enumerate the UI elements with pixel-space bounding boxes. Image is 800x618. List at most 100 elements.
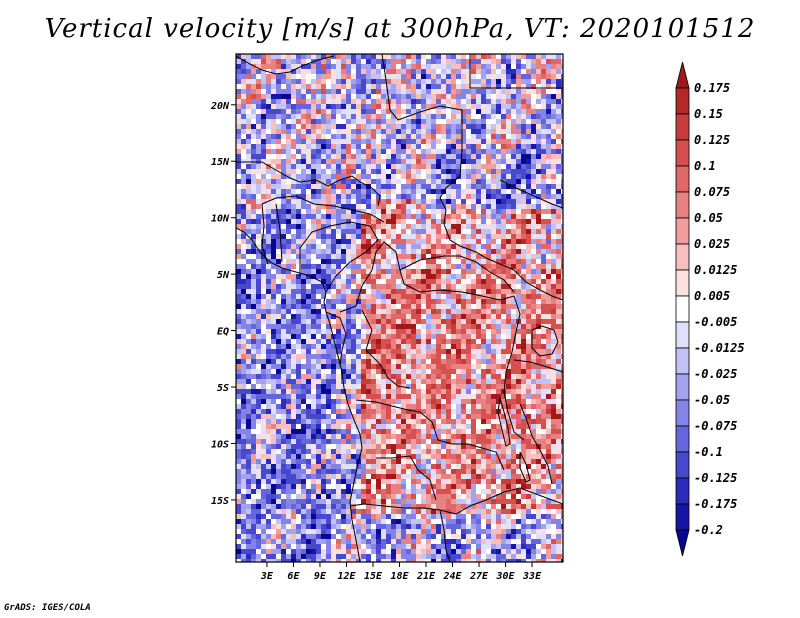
velocity-cell [316,139,321,144]
velocity-cell [416,329,421,334]
velocity-cell [441,84,446,89]
velocity-cell [296,389,301,394]
velocity-cell [336,379,341,384]
velocity-cell [506,259,511,264]
velocity-cell [356,304,361,309]
velocity-cell [261,129,266,134]
velocity-cell [501,389,506,394]
velocity-cell [301,94,306,99]
velocity-cell [416,119,421,124]
velocity-cell [386,159,391,164]
velocity-cell [561,119,563,124]
velocity-cell [271,59,276,64]
velocity-cell [496,244,501,249]
velocity-cell [346,244,351,249]
velocity-cell [381,334,386,339]
velocity-cell [431,419,436,424]
velocity-cell [471,269,476,274]
velocity-cell [316,244,321,249]
velocity-cell [381,179,386,184]
velocity-cell [471,194,476,199]
velocity-cell [326,324,331,329]
velocity-cell [476,384,481,389]
velocity-cell [326,369,331,374]
velocity-cell [411,189,416,194]
velocity-cell [441,149,446,154]
velocity-cell [336,304,341,309]
velocity-cell [426,194,431,199]
velocity-cell [526,354,531,359]
velocity-cell [416,374,421,379]
velocity-cell [551,264,556,269]
velocity-cell [371,334,376,339]
velocity-cell [431,414,436,419]
velocity-cell [431,319,436,324]
velocity-cell [286,394,291,399]
velocity-cell [416,314,421,319]
velocity-cell [411,269,416,274]
velocity-cell [476,314,481,319]
velocity-cell [466,409,471,414]
velocity-cell [481,394,486,399]
velocity-cell [436,384,441,389]
velocity-cell [556,319,561,324]
velocity-cell [446,149,451,154]
velocity-cell [476,274,481,279]
velocity-cell [426,199,431,204]
velocity-cell [476,179,481,184]
velocity-cell [466,419,471,424]
velocity-cell [496,304,501,309]
velocity-cell [316,99,321,104]
velocity-cell [306,259,311,264]
velocity-cell [461,239,466,244]
velocity-cell [406,269,411,274]
velocity-cell [541,259,546,264]
velocity-cell [486,359,491,364]
velocity-cell [531,404,536,409]
velocity-cell [496,254,501,259]
velocity-cell [421,129,426,134]
velocity-cell [491,239,496,244]
velocity-cell [511,379,516,384]
velocity-cell [301,119,306,124]
velocity-cell [436,309,441,314]
velocity-cell [491,219,496,224]
velocity-cell [391,179,396,184]
velocity-cell [481,159,486,164]
velocity-cell [456,344,461,349]
velocity-cell [246,324,251,329]
velocity-cell [416,384,421,389]
velocity-cell [331,294,336,299]
velocity-cell [456,124,461,129]
velocity-cell [346,429,351,434]
velocity-cell [476,114,481,119]
velocity-cell [266,409,271,414]
velocity-cell [526,189,531,194]
velocity-cell [246,389,251,394]
velocity-cell [246,339,251,344]
velocity-cell [546,374,551,379]
velocity-cell [411,299,416,304]
velocity-cell [436,344,441,349]
velocity-cell [241,334,246,339]
velocity-cell [396,314,401,319]
velocity-cell [436,234,441,239]
velocity-cell [496,374,501,379]
velocity-cell [536,99,541,104]
velocity-cell [251,304,256,309]
velocity-cell [376,254,381,259]
velocity-cell [246,94,251,99]
velocity-cell [271,284,276,289]
velocity-cell [356,54,361,59]
velocity-cell [421,274,426,279]
velocity-cell [316,69,321,74]
velocity-cell [341,194,346,199]
velocity-cell [301,129,306,134]
velocity-cell [531,159,536,164]
velocity-cell [436,279,441,284]
velocity-cell [251,289,256,294]
velocity-cell [336,299,341,304]
velocity-cell [246,194,251,199]
velocity-cell [561,104,563,109]
velocity-cell [306,139,311,144]
